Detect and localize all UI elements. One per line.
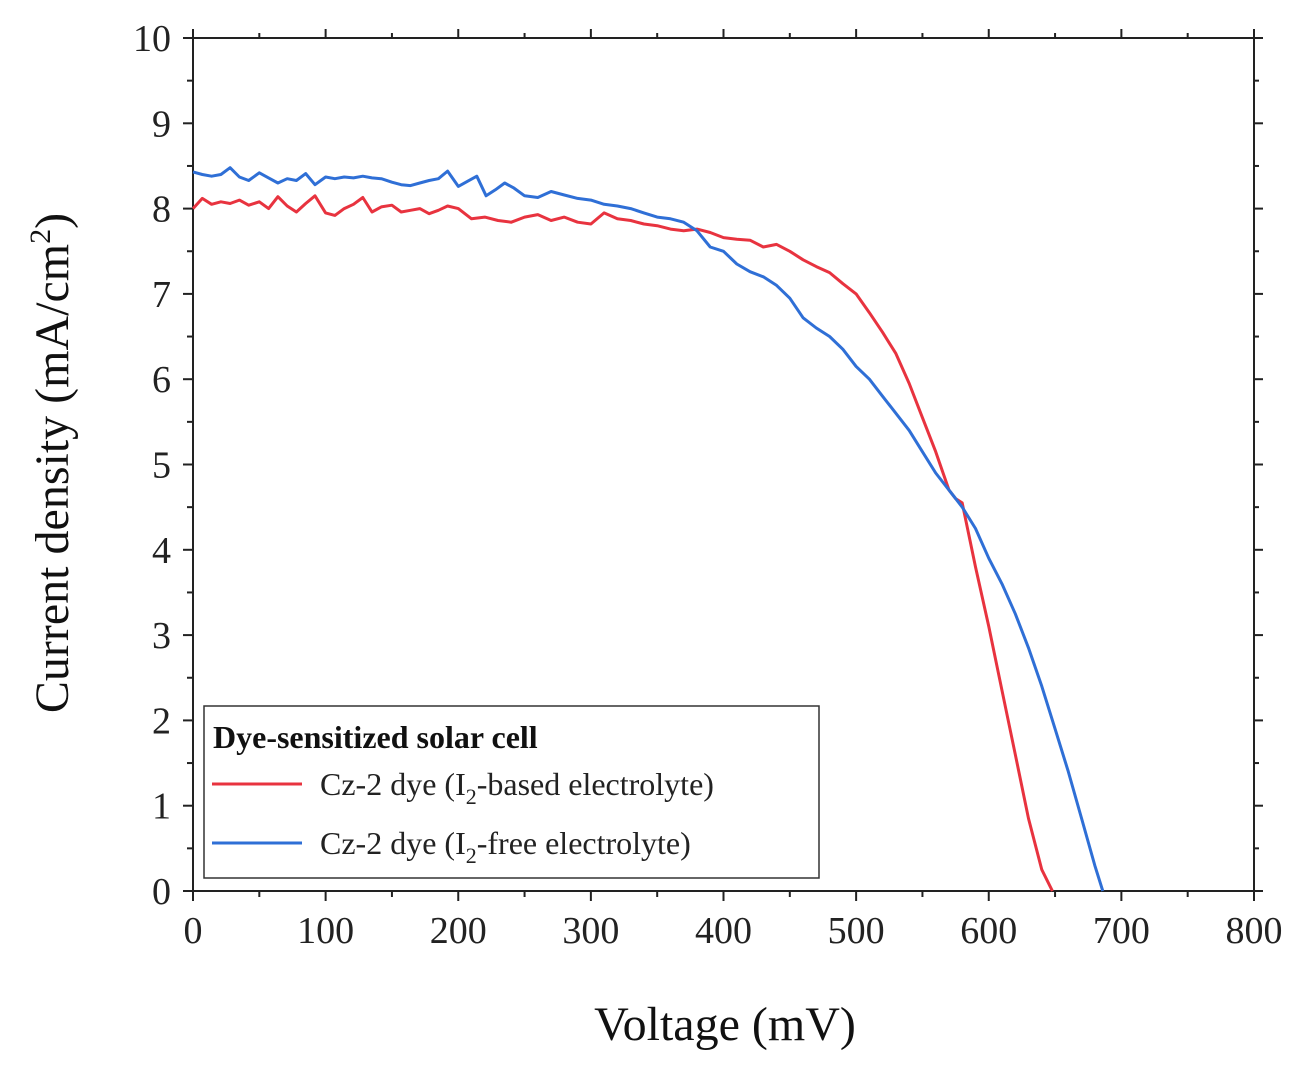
legend-label-i2-based-post: -based electrolyte) xyxy=(477,766,714,802)
y-tick-label: 0 xyxy=(152,871,171,913)
y-axis-title-sup: 2 xyxy=(24,229,57,244)
y-axis-title-close: ) xyxy=(26,213,79,229)
x-tick-label: 400 xyxy=(695,910,752,952)
x-axis-title: Voltage (mV) xyxy=(594,998,856,1051)
x-tick-label: 600 xyxy=(960,910,1017,952)
y-tick-label: 10 xyxy=(133,18,171,60)
y-tick-label: 9 xyxy=(152,103,171,145)
series-line-i2-based xyxy=(191,194,1054,892)
x-tick-label: 500 xyxy=(828,910,885,952)
legend-label-i2-free-pre: Cz-2 dye (I xyxy=(320,825,466,861)
legend-label-i2-free-sub: 2 xyxy=(466,843,477,868)
legend-label-i2-free-post: -free electrolyte) xyxy=(477,825,691,861)
y-axis-title-main: Current density (mA/cm xyxy=(26,244,79,713)
legend-label-i2-free: Cz-2 dye (I2-free electrolyte) xyxy=(320,825,691,868)
legend-box xyxy=(203,705,820,879)
x-tick-label: 800 xyxy=(1226,910,1283,952)
y-tick-label: 3 xyxy=(152,615,171,657)
x-tick-label: 0 xyxy=(184,910,203,952)
legend-label-i2-based-pre: Cz-2 dye (I xyxy=(320,766,466,802)
y-tick-label: 6 xyxy=(152,359,171,401)
series-layer xyxy=(191,166,1105,892)
legend-label-i2-based-sub: 2 xyxy=(466,784,477,809)
x-tick-label: 100 xyxy=(297,910,354,952)
legend: Dye-sensitized solar cell Cz-2 dye (I2-b… xyxy=(203,705,820,879)
x-tick-label: 700 xyxy=(1093,910,1150,952)
y-axis-ticks: 0 1 2 3 4 5 6 7 8 9 10 xyxy=(133,18,1263,913)
y-axis-title: Current density (mA/cm2) xyxy=(24,213,79,713)
y-tick-label: 5 xyxy=(152,445,171,487)
x-tick-label: 300 xyxy=(562,910,619,952)
y-tick-label: 2 xyxy=(152,700,171,742)
y-tick-label: 8 xyxy=(152,189,171,231)
series-line-i2-free xyxy=(192,166,1105,892)
legend-title: Dye-sensitized solar cell xyxy=(213,719,538,755)
y-tick-label: 1 xyxy=(152,786,171,828)
x-axis-ticks: 0 100 200 300 400 500 600 700 800 xyxy=(184,29,1283,952)
legend-label-i2-based: Cz-2 dye (I2-based electrolyte) xyxy=(320,766,714,809)
x-tick-label: 200 xyxy=(430,910,487,952)
y-tick-label: 7 xyxy=(152,274,171,316)
y-tick-label: 4 xyxy=(152,530,171,572)
